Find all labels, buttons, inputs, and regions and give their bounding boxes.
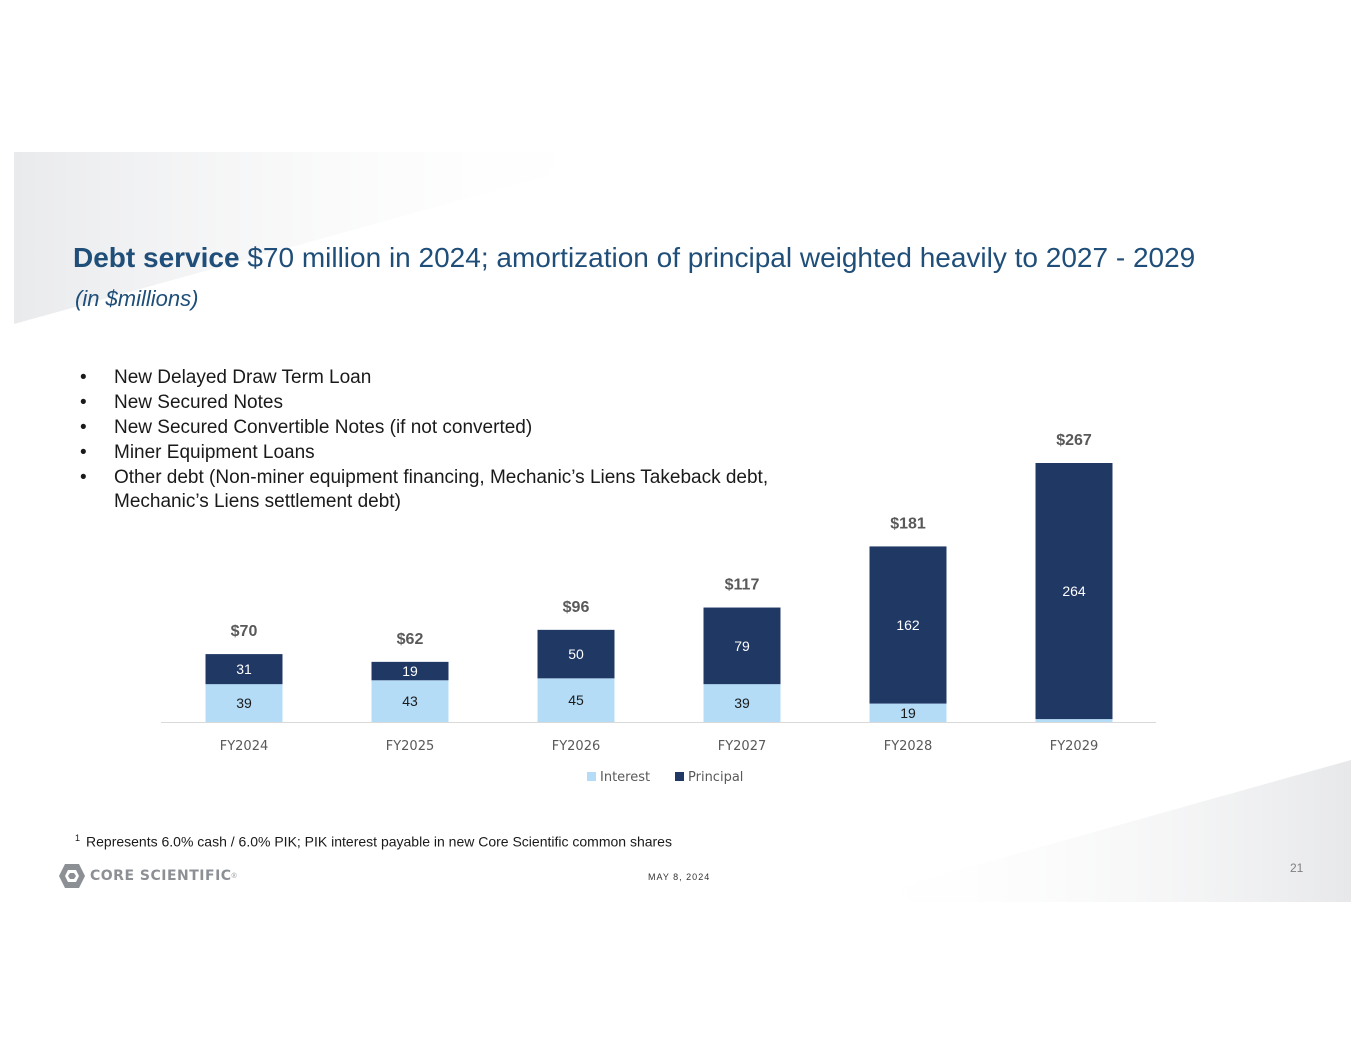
data-label: 264: [1062, 583, 1086, 599]
data-label: 31: [236, 661, 252, 677]
bar-interest-fy2029: [1035, 719, 1113, 722]
data-label: 43: [402, 693, 418, 709]
bar-interest-fy2028: [869, 703, 947, 722]
bullet-list: New Delayed Draw Term Loan New Secured N…: [80, 366, 800, 515]
data-label: 45: [568, 692, 584, 708]
bar-interest-fy2026: [537, 678, 615, 722]
title-rest: $70 million in 2024; amortization of pri…: [239, 242, 1196, 273]
footnote: 1 Represents 6.0% cash / 6.0% PIK; PIK in…: [75, 833, 672, 850]
bar-principal-fy2024: [205, 654, 283, 685]
slide: Debt service $70 million in 2024; amorti…: [14, 152, 1351, 902]
bar-interest-fy2025: [371, 680, 449, 722]
bullet-item: New Delayed Draw Term Loan: [80, 366, 800, 390]
bar-interest-fy2027: [703, 684, 781, 722]
bar-principal-fy2025: [371, 661, 449, 681]
total-label: $181: [890, 515, 926, 532]
x-tick-label: FY2024: [220, 739, 269, 754]
page-title: Debt service $70 million in 2024; amorti…: [73, 242, 1333, 274]
title-bold: Debt service: [73, 242, 240, 273]
stacked-bar-chart: 39 31 $70 FY2024 43 19 $62 FY2025 45 50 $96 FY2026 3…: [161, 432, 1156, 785]
bullet-item: New Secured Notes: [80, 391, 800, 415]
legend-swatch-principal: [675, 772, 684, 781]
bullet-item: New Secured Convertible Notes (if not co…: [80, 416, 800, 440]
data-label: 19: [900, 705, 916, 721]
bar-principal-fy2029: [1035, 463, 1113, 720]
total-label: $96: [563, 599, 590, 616]
data-label: 50: [568, 646, 584, 662]
total-label: $70: [231, 623, 258, 640]
bar-principal-fy2026: [537, 629, 615, 679]
page-subtitle: (in $millions): [75, 286, 199, 311]
x-tick-label: FY2027: [718, 739, 767, 754]
data-label: 162: [896, 617, 920, 633]
total-label: $62: [397, 631, 424, 648]
total-label: $267: [1056, 432, 1092, 449]
bullet-item: Miner Equipment Loans: [80, 441, 800, 465]
footnote-marker: 1: [75, 833, 81, 843]
logo-registered-mark: ®: [231, 872, 237, 880]
bar-interest-fy2024: [205, 684, 283, 722]
logo-text: CORE SCIENTIFIC: [90, 868, 232, 884]
slide-date: MAY 8, 2024: [648, 872, 711, 882]
bar-principal-fy2027: [703, 607, 781, 685]
legend-label-interest: Interest: [600, 770, 650, 785]
company-logo: CORE SCIENTIFIC ®: [58, 863, 237, 889]
legend-label-principal: Principal: [688, 770, 743, 785]
total-label: $117: [725, 577, 760, 594]
legend-swatch-interest: [587, 772, 596, 781]
data-label: 79: [734, 638, 750, 654]
bar-principal-fy2028: [869, 546, 947, 704]
footnote-text: Represents 6.0% cash / 6.0% PIK; PIK int…: [86, 833, 672, 850]
data-label: 19: [402, 663, 418, 679]
hexagon-logo-icon: [59, 864, 85, 888]
x-tick-label: FY2025: [386, 739, 435, 754]
background-shape: [14, 152, 1351, 902]
x-tick-label: FY2029: [1050, 739, 1099, 754]
x-tick-label: FY2028: [884, 739, 933, 754]
data-label: 39: [236, 695, 252, 711]
x-tick-label: FY2026: [552, 739, 601, 754]
data-label: 39: [734, 695, 750, 711]
page-number: 21: [1290, 861, 1304, 875]
bullet-item: Other debt (Non-miner equipment financin…: [80, 466, 800, 514]
